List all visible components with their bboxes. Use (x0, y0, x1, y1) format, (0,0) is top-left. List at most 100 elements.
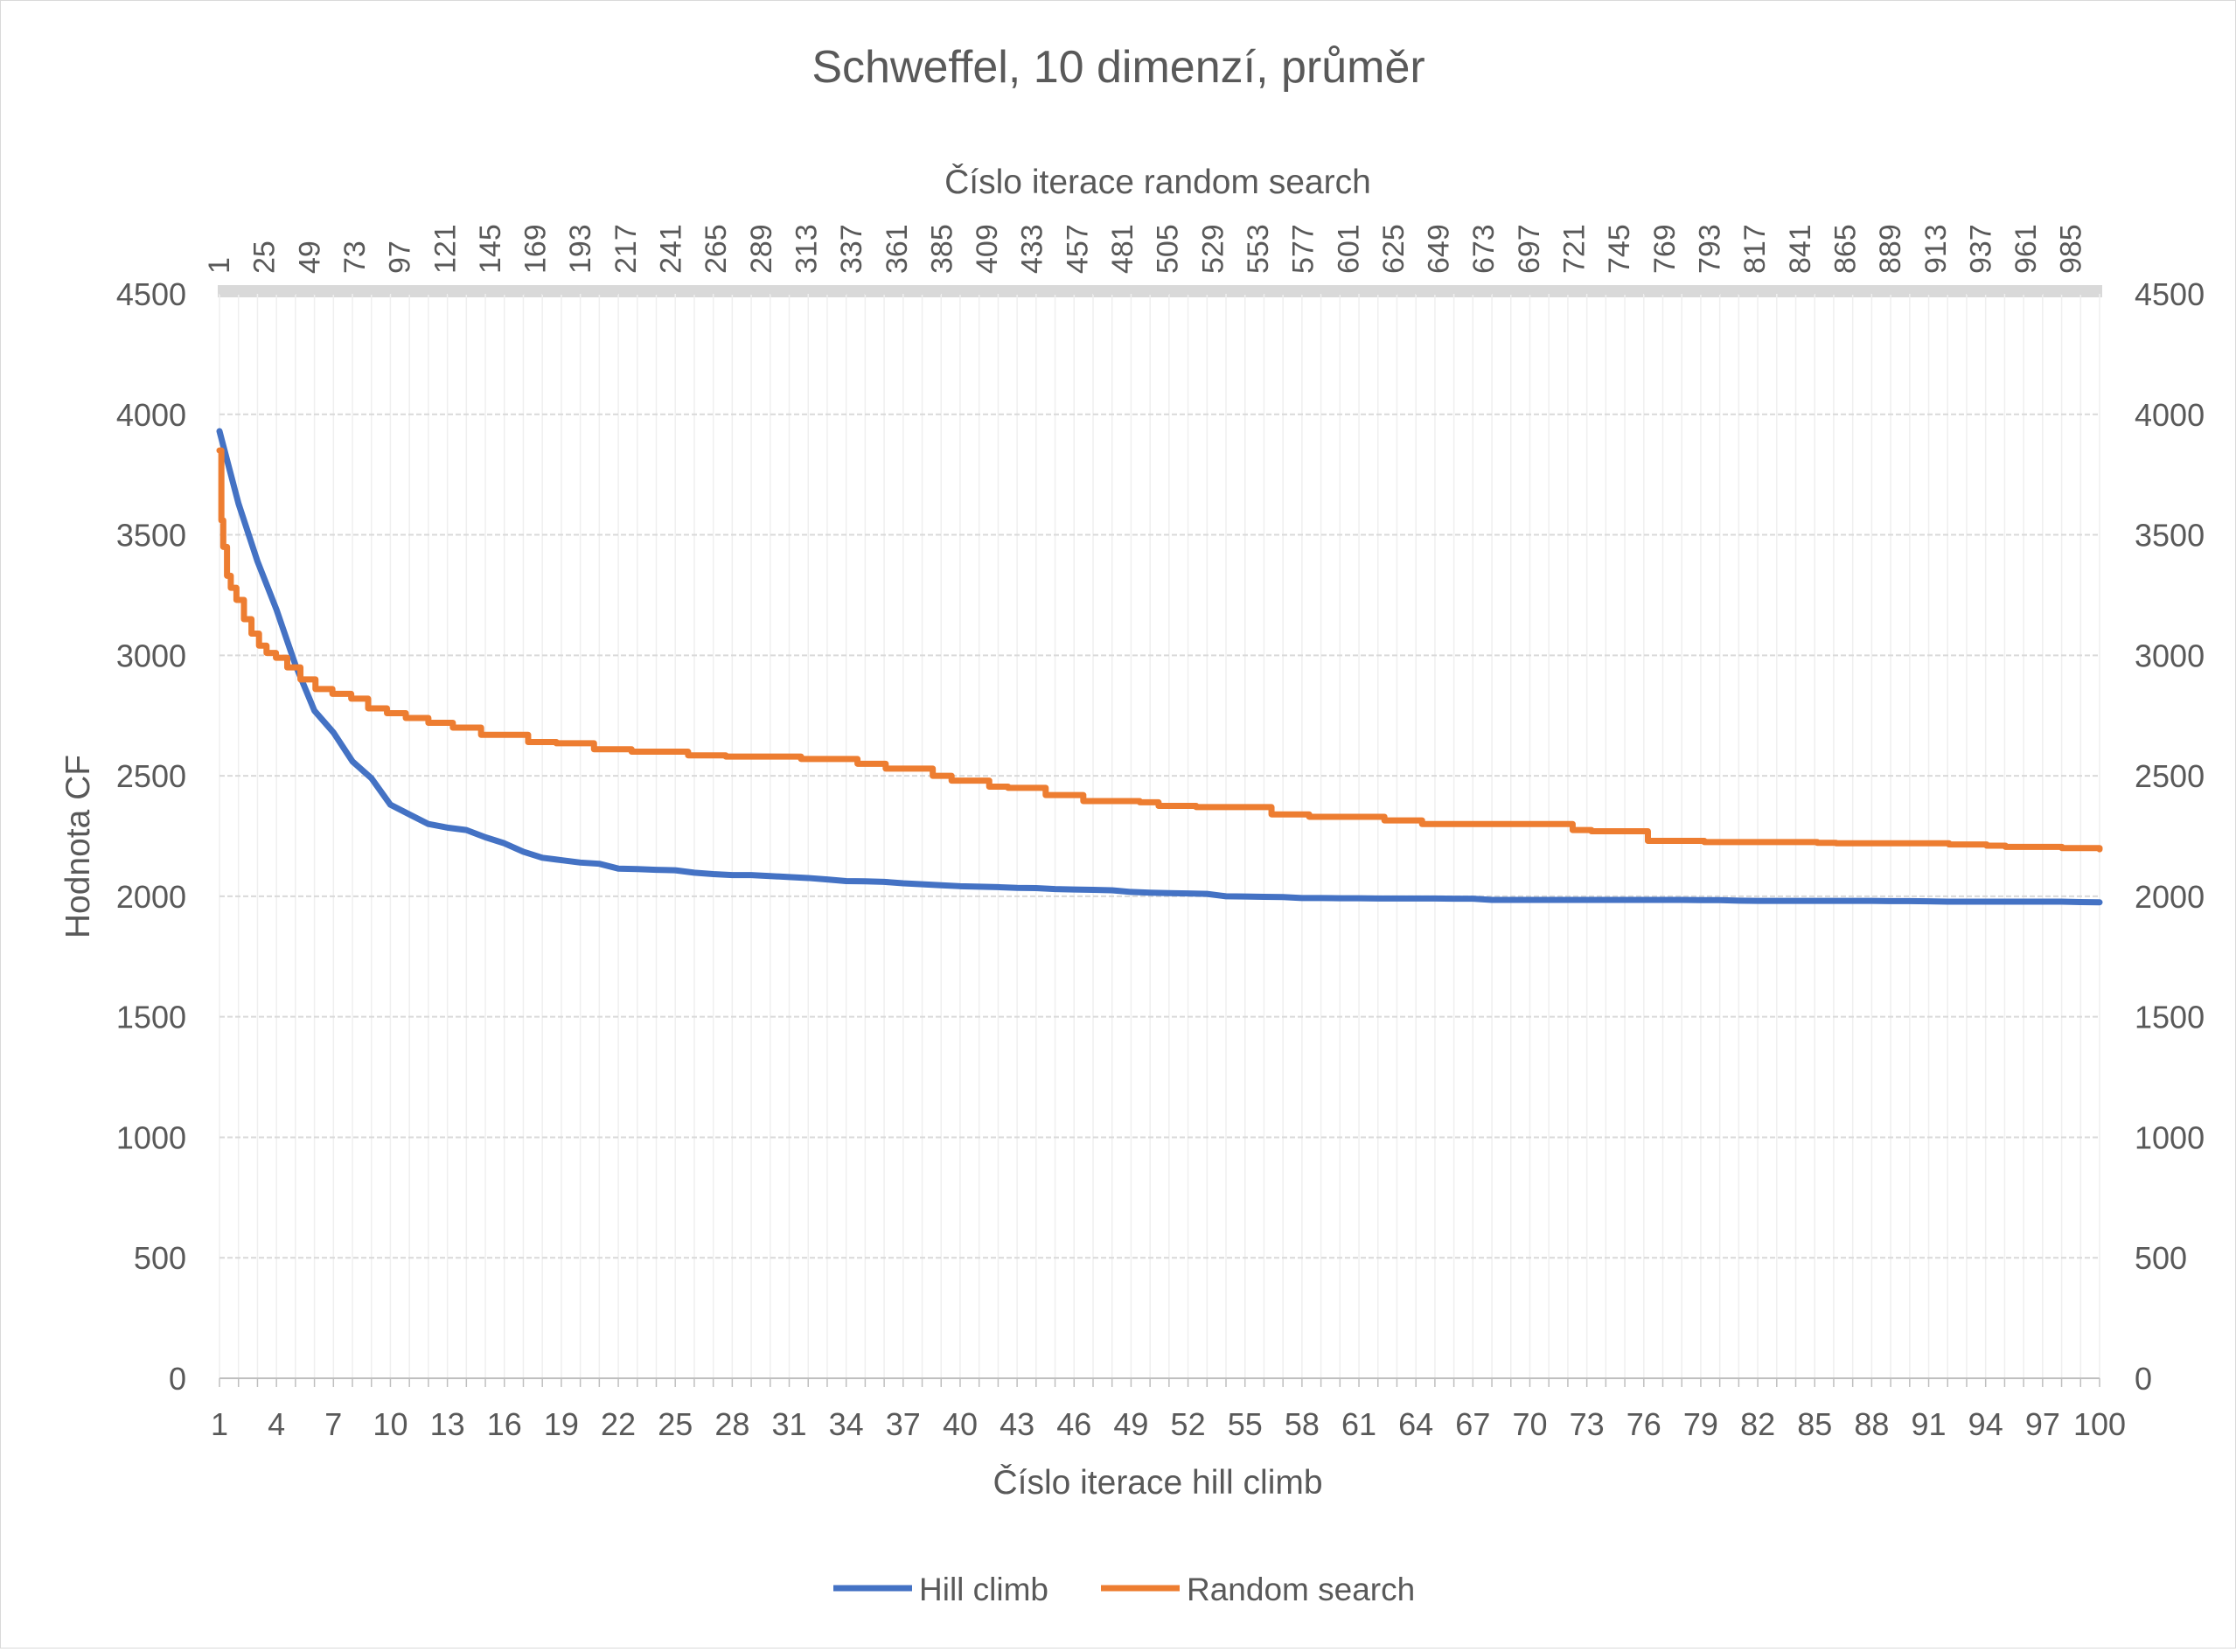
x-tick-label: 28 (714, 1406, 749, 1442)
y-tick-label: 500 (134, 1240, 186, 1276)
secondary-x-tick-label: 961 (2010, 224, 2043, 274)
secondary-x-tick-label: 889 (1874, 224, 1907, 274)
y-tick-label: 1500 (116, 1000, 186, 1035)
secondary-axis-band (218, 285, 2102, 297)
x-tick-label: 61 (1341, 1406, 1376, 1442)
secondary-y-tick-label: 2500 (2135, 758, 2205, 794)
secondary-y-tick-label: 3500 (2135, 518, 2205, 554)
secondary-y-tick-label: 3000 (2135, 638, 2205, 673)
x-tick-label: 22 (601, 1406, 636, 1442)
secondary-x-tick-label: 265 (700, 224, 733, 274)
x-tick-label: 1 (211, 1406, 228, 1442)
secondary-x-tick-label: 697 (1513, 224, 1546, 274)
secondary-x-tick-label: 481 (1106, 224, 1139, 274)
y-tick-label: 3000 (116, 638, 186, 673)
x-tick-label: 4 (268, 1406, 285, 1442)
secondary-x-tick-label: 433 (1016, 224, 1049, 274)
secondary-x-tick-label: 241 (655, 224, 688, 274)
secondary-x-tick-label: 985 (2055, 224, 2088, 274)
secondary-x-tick-label: 937 (1964, 224, 1997, 274)
secondary-x-tick-label: 1 (203, 257, 236, 274)
chart-title: Schweffel, 10 dimenzí, průměr (812, 42, 1424, 93)
x-tick-label: 58 (1285, 1406, 1320, 1442)
y-tick-label: 4500 (116, 276, 186, 312)
secondary-x-tick-label: 73 (338, 240, 372, 274)
secondary-x-tick-label: 553 (1242, 224, 1275, 274)
secondary-x-axis-title: Číslo iterace random search (944, 163, 1371, 201)
secondary-x-tick-label: 457 (1061, 224, 1094, 274)
x-tick-label: 79 (1683, 1406, 1718, 1442)
x-tick-label: 43 (1000, 1406, 1034, 1442)
legend: Hill climb Random search (833, 1572, 1415, 1607)
secondary-x-tick-label: 769 (1648, 224, 1682, 274)
secondary-x-tick-label: 289 (745, 224, 778, 274)
x-tick-label: 70 (1512, 1406, 1547, 1442)
secondary-x-tick-label: 385 (925, 224, 958, 274)
secondary-x-tick-label: 313 (790, 224, 823, 274)
secondary-x-tick-label: 529 (1196, 224, 1229, 274)
x-tick-label: 76 (1626, 1406, 1661, 1442)
secondary-y-tick-label: 4000 (2135, 397, 2205, 433)
secondary-x-tick-label: 625 (1377, 224, 1411, 274)
x-tick-label: 64 (1398, 1406, 1433, 1442)
secondary-x-tick-label: 817 (1738, 224, 1772, 274)
secondary-x-tick-label: 49 (293, 240, 326, 274)
x-axis-title: Číslo iterace hill climb (993, 1463, 1322, 1502)
secondary-x-tick-label: 217 (610, 224, 643, 274)
secondary-x-tick-label: 169 (519, 224, 553, 274)
secondary-x-tick-label: 577 (1287, 224, 1320, 274)
secondary-y-tick-label: 2000 (2135, 879, 2205, 915)
secondary-y-tick-label: 0 (2135, 1361, 2152, 1397)
x-tick-label: 40 (943, 1406, 978, 1442)
secondary-y-tick-label: 4500 (2135, 276, 2205, 312)
legend-item-hill-climb: Hill climb (833, 1572, 1048, 1607)
x-tick-label: 97 (2025, 1406, 2060, 1442)
x-tick-label: 19 (544, 1406, 579, 1442)
y-tick-label: 2000 (116, 879, 186, 915)
x-tick-label: 25 (658, 1406, 693, 1442)
x-tick-label: 37 (886, 1406, 921, 1442)
x-tick-label: 73 (1570, 1406, 1605, 1442)
x-tick-label: 67 (1455, 1406, 1490, 1442)
secondary-x-tick-label: 25 (248, 240, 282, 274)
y-tick-label: 0 (169, 1361, 186, 1397)
secondary-x-tick-label: 409 (971, 224, 1004, 274)
secondary-x-tick-label: 673 (1467, 224, 1501, 274)
secondary-x-tick-label: 865 (1829, 224, 1862, 274)
secondary-x-tick-label: 121 (428, 224, 462, 274)
legend-label-random-search: Random search (1187, 1572, 1415, 1607)
secondary-y-tick-label: 1000 (2135, 1119, 2205, 1155)
x-tick-label: 7 (324, 1406, 342, 1442)
x-tick-label: 31 (771, 1406, 806, 1442)
x-tick-label: 10 (373, 1406, 407, 1442)
x-tick-label: 13 (430, 1406, 465, 1442)
secondary-x-tick-label: 841 (1784, 224, 1817, 274)
x-tick-label: 85 (1797, 1406, 1832, 1442)
x-tick-label: 52 (1171, 1406, 1206, 1442)
x-tick-label: 16 (487, 1406, 522, 1442)
y-axis-title: Hodnota CF (59, 755, 97, 938)
x-tick-label: 49 (1113, 1406, 1148, 1442)
x-tick-label: 91 (1912, 1406, 1947, 1442)
y-tick-label: 3500 (116, 518, 186, 554)
secondary-x-tick-label: 505 (1152, 224, 1185, 274)
secondary-x-tick-label: 745 (1603, 224, 1636, 274)
x-tick-label: 55 (1228, 1406, 1263, 1442)
secondary-x-tick-label: 601 (1332, 224, 1365, 274)
x-tick-label: 88 (1854, 1406, 1889, 1442)
secondary-x-tick-label: 649 (1423, 224, 1456, 274)
secondary-y-tick-label: 1500 (2135, 1000, 2205, 1035)
secondary-x-tick-label: 193 (564, 224, 597, 274)
series-line-hill-climb (216, 428, 2103, 906)
y-tick-label: 1000 (116, 1119, 186, 1155)
x-tick-label: 34 (829, 1406, 864, 1442)
y-tick-label: 4000 (116, 397, 186, 433)
secondary-x-tick-label: 721 (1558, 224, 1592, 274)
secondary-y-tick-label: 500 (2135, 1240, 2187, 1276)
secondary-x-tick-label: 97 (384, 240, 417, 274)
plot-area: 0 500 1000 1500 2000 2500 3000 3500 4000 4500 0 500… (116, 224, 2205, 1442)
x-tick-label: 46 (1056, 1406, 1091, 1442)
secondary-x-tick-label: 337 (835, 224, 868, 274)
